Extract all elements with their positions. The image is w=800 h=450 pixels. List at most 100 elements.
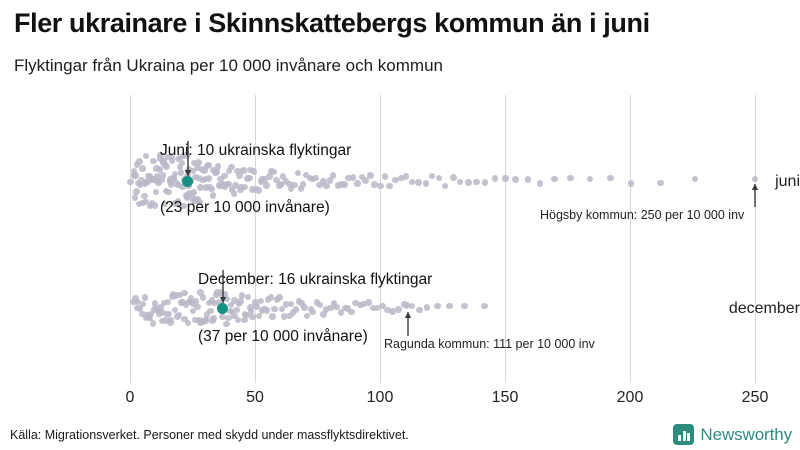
x-axis-tick-250: 250	[741, 389, 769, 406]
data-point	[403, 302, 411, 309]
data-point	[135, 200, 143, 208]
data-point	[255, 187, 263, 194]
data-point	[187, 294, 195, 302]
data-point	[234, 167, 241, 175]
data-point	[197, 289, 204, 296]
data-point	[263, 307, 271, 314]
data-point	[141, 192, 148, 199]
x-axis-tick-100: 100	[366, 389, 394, 406]
data-point	[316, 301, 324, 309]
data-point	[450, 174, 457, 181]
data-point	[192, 316, 199, 324]
data-point	[473, 178, 480, 186]
data-point	[292, 306, 300, 313]
data-point	[282, 178, 290, 185]
chart-subtitle: Flyktingar från Ukraina per 10 000 invån…	[14, 56, 443, 75]
highlighted-data-point-december[interactable]	[217, 302, 228, 314]
data-point	[241, 183, 249, 191]
data-point	[184, 319, 192, 327]
data-point	[247, 166, 254, 174]
data-point	[348, 308, 355, 316]
data-point	[146, 172, 154, 180]
data-point	[168, 157, 176, 165]
data-point	[176, 291, 183, 299]
data-point	[481, 302, 488, 310]
data-point	[434, 302, 441, 310]
data-point	[320, 178, 327, 185]
highlighted-data-point-juni[interactable]	[182, 175, 193, 187]
data-point	[221, 172, 228, 180]
data-point	[164, 153, 171, 161]
gridline-200	[630, 95, 631, 383]
data-point	[133, 188, 140, 195]
data-point	[144, 178, 152, 185]
data-point	[277, 181, 285, 188]
data-point	[244, 293, 252, 301]
y-axis-label-juni: juni	[775, 173, 800, 190]
data-point	[150, 157, 157, 165]
data-point	[185, 166, 193, 173]
data-point	[465, 179, 472, 186]
data-point	[189, 307, 197, 315]
data-point	[231, 312, 238, 320]
data-point	[241, 316, 248, 324]
data-point	[326, 177, 334, 184]
data-point	[151, 300, 159, 307]
data-point	[232, 182, 239, 189]
data-point	[211, 299, 218, 307]
data-point	[334, 182, 342, 189]
data-point	[422, 180, 430, 187]
arrow-juni-highlight	[184, 141, 191, 176]
data-point	[153, 165, 160, 172]
data-point	[174, 155, 182, 163]
data-point	[175, 181, 182, 189]
newsworthy-logo: Newsworthy	[673, 424, 792, 445]
data-point	[223, 320, 230, 328]
data-point	[172, 292, 179, 299]
data-point	[320, 311, 327, 318]
data-point	[195, 159, 202, 166]
data-point	[243, 311, 250, 319]
data-point	[358, 173, 366, 181]
data-point	[136, 158, 143, 165]
annotation-juni-line1: Juni: 10 ukrainska flyktingar	[160, 142, 352, 159]
data-point	[150, 176, 158, 183]
data-point	[323, 182, 330, 190]
data-point	[132, 172, 139, 179]
data-point	[197, 184, 204, 191]
data-point	[196, 198, 203, 206]
data-point	[408, 302, 416, 310]
data-point	[186, 298, 193, 305]
data-point	[386, 182, 393, 190]
data-point	[225, 167, 233, 175]
data-point	[337, 309, 345, 316]
data-point	[415, 179, 422, 186]
data-point	[171, 170, 179, 178]
data-point	[146, 314, 154, 322]
data-point	[131, 194, 139, 201]
data-point	[230, 190, 238, 197]
data-point	[175, 311, 183, 319]
data-point	[333, 303, 340, 311]
data-point	[352, 299, 359, 307]
brand-name: Newsworthy	[700, 424, 792, 444]
data-point	[349, 174, 357, 181]
data-point	[181, 289, 188, 297]
data-point	[369, 304, 377, 312]
data-point	[408, 178, 416, 186]
data-point	[266, 173, 273, 180]
data-point	[142, 198, 149, 206]
data-point	[190, 189, 198, 196]
data-point	[367, 172, 374, 179]
data-point	[341, 181, 348, 188]
data-point	[255, 312, 263, 320]
gridline-50	[255, 95, 256, 383]
data-point	[269, 313, 276, 320]
data-point	[691, 175, 699, 183]
data-point	[461, 302, 468, 310]
gridline-100	[380, 95, 381, 383]
data-point	[551, 175, 558, 183]
data-point	[199, 294, 207, 301]
data-point	[416, 306, 423, 314]
